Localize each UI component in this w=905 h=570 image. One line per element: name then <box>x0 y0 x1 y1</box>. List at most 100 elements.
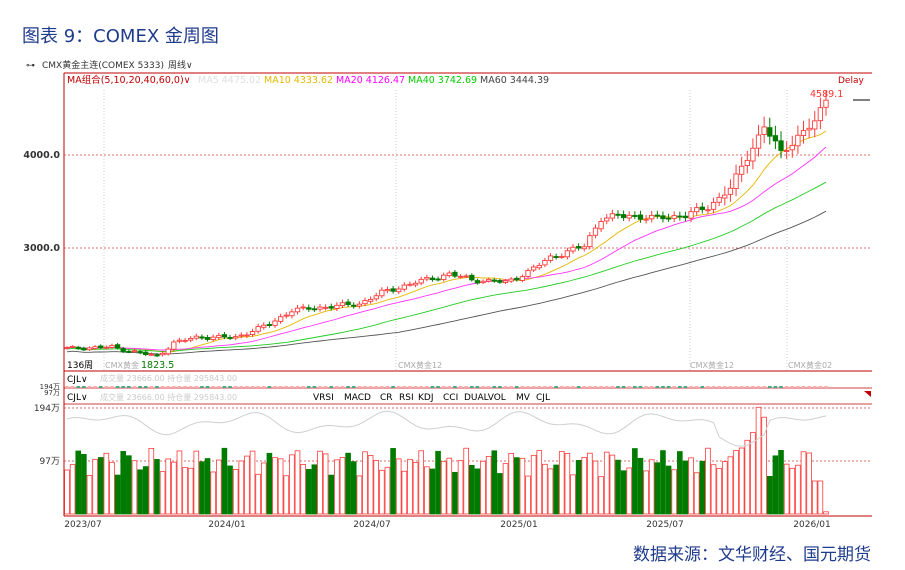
volume-bar <box>811 480 818 515</box>
sub1-bar <box>301 386 305 388</box>
volume-bar <box>356 475 363 515</box>
volume-bar <box>345 452 351 515</box>
volume-bar <box>137 469 143 515</box>
candle <box>351 302 357 309</box>
sub1-bar <box>65 386 69 388</box>
volume-bar <box>395 458 402 515</box>
candle <box>261 322 267 330</box>
candle <box>176 337 183 344</box>
sub1-bar <box>430 386 435 388</box>
candle <box>441 272 447 282</box>
indicator-tab-cr[interactable]: CR <box>380 393 393 403</box>
sub1-bar <box>194 386 199 388</box>
ma-group-label[interactable]: MA组合(5,10,20,40,60,0)∨ <box>67 74 191 86</box>
indicator-tab-vrsi[interactable]: VRSI <box>313 393 334 403</box>
candle <box>581 243 587 252</box>
sub1-ghost-text: 成交量 23666.00 持仓量 295843.00 <box>100 373 237 383</box>
candle <box>575 243 582 251</box>
candle <box>238 332 244 339</box>
sub1-bar <box>548 386 553 388</box>
sub1-bar <box>633 386 637 388</box>
sub1-bar <box>391 386 395 388</box>
volume-bar <box>249 450 256 515</box>
sub2-indicator-label[interactable]: CJL∨ <box>67 393 88 403</box>
volume-bar <box>255 473 261 515</box>
volume-bar <box>86 475 93 515</box>
candle <box>390 285 396 294</box>
sub1-bar <box>711 386 716 388</box>
volume-bar <box>142 466 149 515</box>
volume-bar <box>626 467 633 515</box>
volume-bar <box>536 450 543 515</box>
candle <box>671 211 677 223</box>
candle <box>750 138 756 170</box>
sub1-indicator-label[interactable]: CJL∨ <box>67 375 88 385</box>
volume-bar <box>165 458 172 515</box>
sub1-bar <box>773 386 778 388</box>
volume-bar <box>497 473 503 515</box>
contract-mark-2: CMX黄金12 <box>398 360 442 370</box>
volume-bar <box>446 457 453 515</box>
sub1-bar <box>380 386 384 388</box>
volume-bar <box>390 448 396 515</box>
link-icon: ⊶ <box>26 61 35 71</box>
indicator-tab-cjl[interactable]: CJL <box>536 393 550 403</box>
candle <box>812 111 818 138</box>
sub1-bar <box>678 386 682 388</box>
sub1-bar <box>565 386 570 388</box>
sub1-bar <box>419 386 423 388</box>
sub1-bar <box>689 386 693 388</box>
sub1-bar <box>374 386 379 388</box>
ma40-line <box>66 181 827 352</box>
sub1-bar <box>734 386 738 388</box>
ma20-legend: MA20 4126.47 <box>336 75 405 86</box>
sub1-bar <box>183 386 187 388</box>
volume-bar <box>75 450 82 515</box>
candle <box>154 352 160 358</box>
volume-bar <box>187 467 194 515</box>
sub1-bar <box>503 386 508 388</box>
volume-bar <box>171 461 177 515</box>
volume-bar <box>744 439 751 515</box>
volume-bar <box>317 450 323 515</box>
sub1-bar <box>441 386 446 388</box>
indicator-tab-mv[interactable]: MV <box>516 393 531 403</box>
indicator-tab-macd[interactable]: MACD <box>344 393 371 403</box>
sub1-bar <box>610 386 615 388</box>
candle <box>716 192 722 207</box>
volume-bar <box>620 470 627 515</box>
indicator-tab-dualvol[interactable]: DUALVOL <box>464 393 506 403</box>
volume-bar <box>379 469 385 515</box>
candle <box>789 135 795 158</box>
sub1-bar <box>453 386 457 388</box>
volume-bar <box>682 460 689 515</box>
candle <box>795 125 801 154</box>
candle <box>143 350 149 357</box>
volume-bar <box>294 450 301 515</box>
volume-bar <box>575 459 582 515</box>
sub1-bar <box>346 386 350 388</box>
indicator-tab-cci[interactable]: CCI <box>443 393 458 403</box>
sub2-ghost-text: 成交量 23666.00 持仓量 295843.00 <box>100 392 237 402</box>
candle <box>345 299 351 308</box>
sub1-bar <box>385 386 390 388</box>
indicator-tab-rsi[interactable]: RSI <box>399 393 414 403</box>
vol-tick-194: 194万 <box>34 404 60 414</box>
candle <box>379 287 385 299</box>
candle <box>148 352 154 357</box>
price-tick-4000: 4000.0 <box>23 150 60 161</box>
candle <box>311 305 318 312</box>
volume-bar <box>474 468 481 515</box>
volume-bar <box>800 451 807 515</box>
volume-bar <box>677 451 683 515</box>
volume-bar <box>215 459 222 515</box>
candle <box>564 247 571 260</box>
volume-bar <box>272 457 278 515</box>
candle <box>244 332 250 339</box>
volume-bar <box>480 460 486 515</box>
period-selector[interactable]: 周线∨ <box>168 59 193 71</box>
sub1-bar <box>273 386 277 388</box>
candle <box>75 345 81 350</box>
indicator-tab-kdj[interactable]: KDJ <box>418 393 434 403</box>
volume-bar <box>350 461 357 515</box>
